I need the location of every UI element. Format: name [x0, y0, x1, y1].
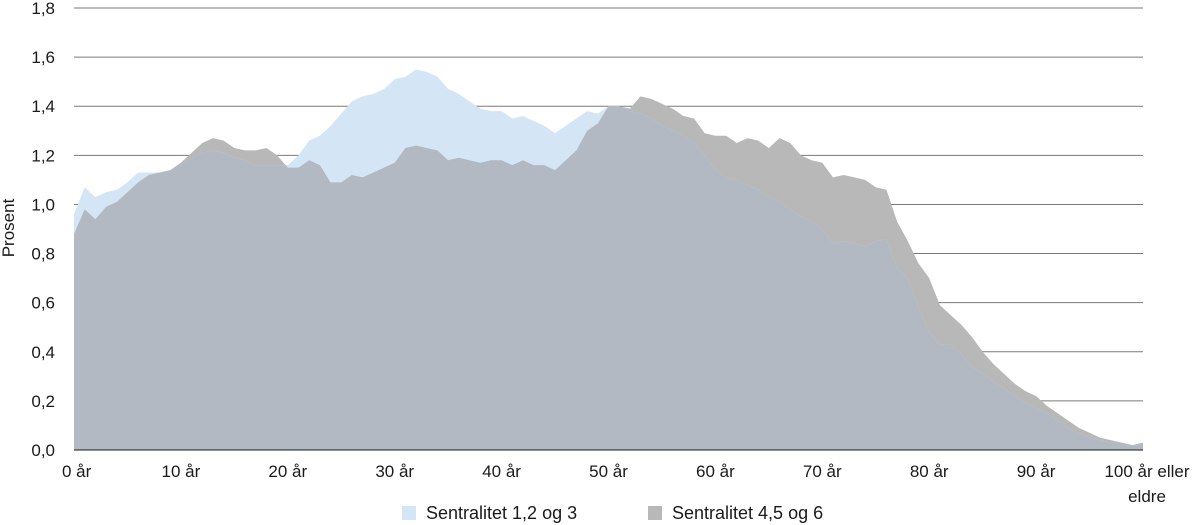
legend-swatch: [402, 506, 416, 520]
y-tick-label: 1,4: [31, 97, 55, 116]
y-tick-label: 0,0: [31, 441, 55, 460]
y-tick-label: 0,6: [31, 294, 55, 313]
series-areas: [74, 69, 1143, 451]
y-tick-label: 0,2: [31, 392, 55, 411]
x-tick-label: 20 år: [268, 462, 307, 481]
y-tick-label: 0,8: [31, 245, 55, 264]
y-tick-label: 1,0: [31, 195, 55, 214]
area-overlap: [74, 96, 1143, 450]
legend-item: Sentralitet 4,5 og 6: [648, 503, 823, 523]
legend-item: Sentralitet 1,2 og 3: [402, 503, 577, 523]
y-tick-labels: 0,0 0,2 0,4 0,6 0,8 1,0 1,2 1,4 1,6 1,8: [31, 0, 55, 460]
x-tick-label: 0 år: [62, 462, 92, 481]
x-tick-label: 50 år: [589, 462, 628, 481]
x-tick-labels: 0 år 10 år 20 år 30 år 40 år 50 år 60 år 70 år 8…: [62, 462, 1190, 506]
x-tick-label: 70 år: [803, 462, 842, 481]
y-tick-label: 1,6: [31, 48, 55, 67]
x-tick-label: 80 år: [910, 462, 949, 481]
legend: Sentralitet 1,2 og 3 Sentralitet 4,5 og 6: [402, 503, 823, 523]
legend-label: Sentralitet 4,5 og 6: [672, 503, 823, 523]
legend-label: Sentralitet 1,2 og 3: [426, 503, 577, 523]
legend-swatch: [648, 506, 662, 520]
y-tick-label: 0,4: [31, 343, 55, 362]
y-axis-title: Prosent: [0, 198, 18, 257]
x-tick-label: 100 år eller: [1104, 462, 1189, 481]
y-tick-label: 1,8: [31, 0, 55, 18]
x-tick-label: 40 år: [482, 462, 521, 481]
x-tick-label: 60 år: [696, 462, 735, 481]
x-tick-label: 30 år: [375, 462, 414, 481]
x-tick-label-line2: eldre: [1128, 487, 1166, 506]
y-tick-label: 1,2: [31, 146, 55, 165]
x-tick-label: 90 år: [1017, 462, 1056, 481]
x-tick-label: 10 år: [162, 462, 201, 481]
